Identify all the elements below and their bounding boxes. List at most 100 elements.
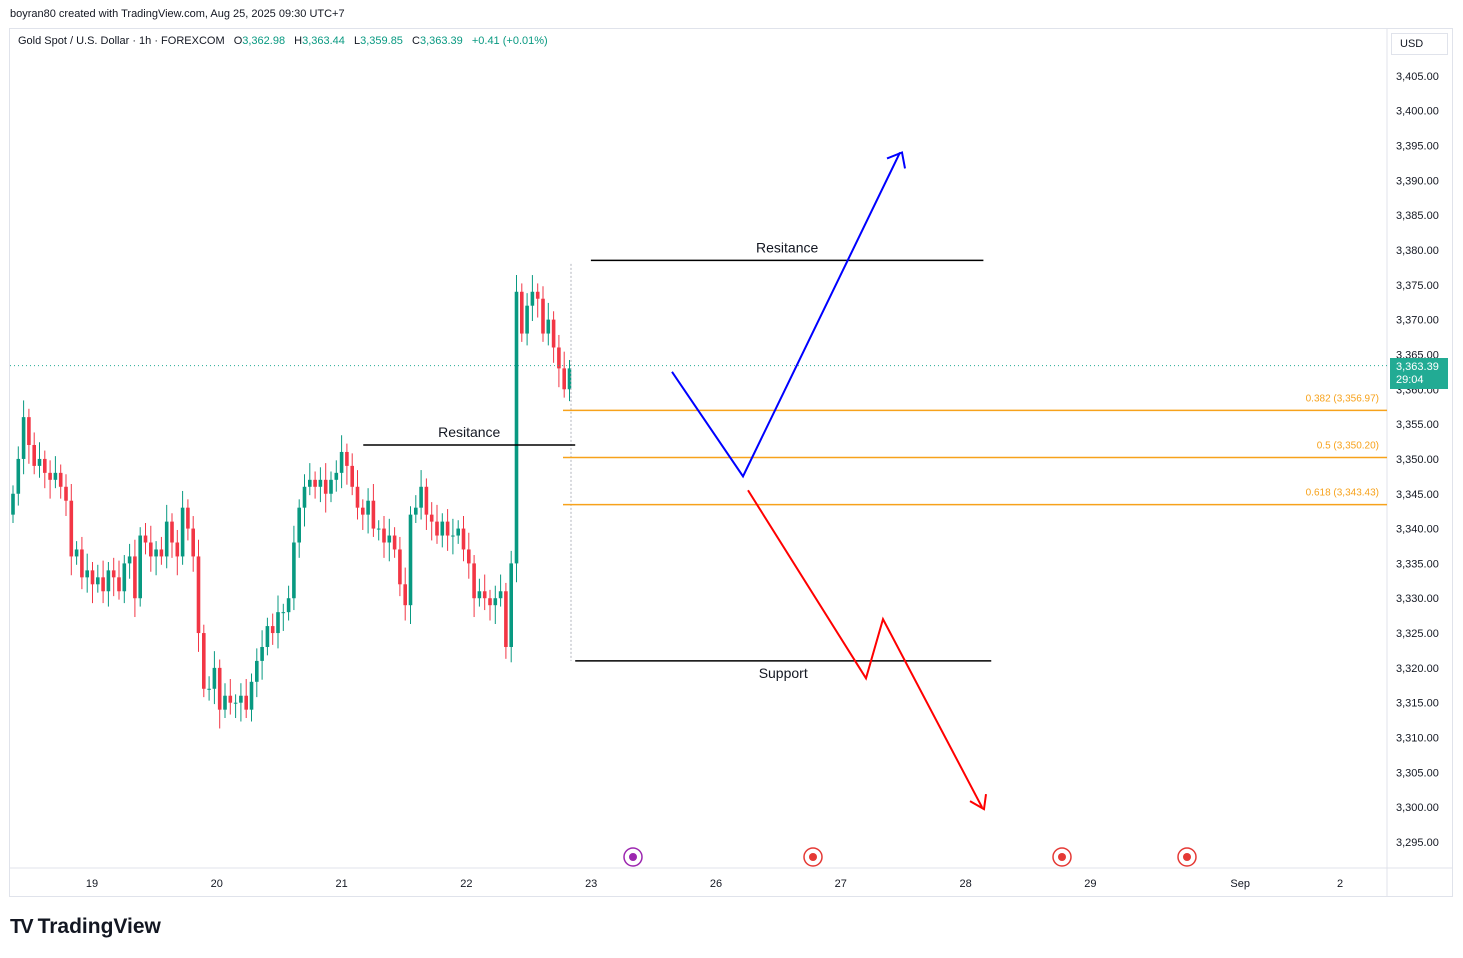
candle-body [546,319,551,334]
tradingview-logo[interactable]: TV TradingView [10,915,161,939]
y-tick-label: 3,350.00 [1396,454,1439,466]
candle-body [323,479,328,494]
candle-body [74,549,79,557]
candle-body [85,570,89,578]
y-tick-label: 3,400.00 [1396,106,1439,118]
bearish-arrowhead [969,794,987,811]
candle-body [265,626,270,647]
candle-body [276,612,280,634]
candle-body [551,319,556,348]
candle-body [186,507,190,529]
candle-body [530,291,535,306]
candle-body [366,500,370,515]
candle-body [355,486,360,508]
candle-body [43,458,47,473]
candle-body [435,521,439,536]
candle-body [339,451,344,473]
candle-body [562,368,566,390]
fib-level-label: 0.382 (3,356.97) [1306,393,1379,404]
y-tick-label: 3,345.00 [1396,489,1439,501]
bullish-scenario-path [671,152,901,479]
event-icon-dot [809,853,817,861]
last-price-value: 3,363.39 [1396,361,1439,373]
candle-body [11,493,15,515]
x-tick-label: 26 [710,878,722,890]
candle-body [106,570,111,592]
y-tick-label: 3,295.00 [1396,837,1439,849]
resistance-label: Resitance [438,424,500,440]
candle-body [207,688,211,690]
fib-level-label: 0.618 (3,343.43) [1306,488,1379,499]
y-tick-label: 3,300.00 [1396,802,1439,814]
x-tick-label: 22 [460,878,472,890]
candle-body [467,549,471,564]
candle-body [361,507,365,515]
y-tick-label: 3,385.00 [1396,210,1439,222]
candle-body [143,535,148,543]
candle-body [159,549,164,557]
candle-body [419,486,423,508]
candle-body [350,465,354,487]
candle-body [233,702,238,704]
candle-body [488,598,492,606]
brand-name: TradingView [37,915,161,938]
y-tick-label: 3,330.00 [1396,593,1439,605]
currency-button[interactable]: USD [1391,33,1448,55]
candle-body [461,528,466,550]
candle-body [477,591,482,599]
candle-body [541,298,545,334]
candle-body [154,549,158,557]
candle-body [90,570,95,585]
event-icon-dot [629,853,637,861]
resistance-label: Resitance [756,239,818,255]
candle-body [451,535,455,537]
low-value: 3,359.85 [360,35,403,47]
y-tick-label: 3,375.00 [1396,280,1439,292]
y-tick-label: 3,380.00 [1396,245,1439,257]
candle-body [164,521,169,557]
y-tick-label: 3,320.00 [1396,663,1439,675]
candle-body [329,479,333,494]
candle-body [138,535,142,599]
candle-body [334,472,339,480]
bullish-arrowhead [886,151,906,169]
candle-body [514,291,519,564]
candle-body [249,681,254,710]
candle-body [149,542,153,557]
candle-body [175,542,180,557]
candle-body [392,535,397,550]
fib-level-label: 0.5 (3,350.20) [1317,441,1379,452]
candle-body [64,486,68,501]
candle-body [345,451,349,466]
candle-body [223,695,227,710]
candle-body [567,368,572,390]
low-label: L [353,35,361,47]
y-tick-label: 3,355.00 [1396,419,1439,431]
candle-body [69,500,74,557]
y-tick-label: 3,325.00 [1396,628,1439,640]
candle-body [255,660,259,682]
candle-body [414,507,418,515]
y-tick-label: 3,335.00 [1396,558,1439,570]
chart-frame [9,28,1453,897]
x-tick-label: 21 [335,878,347,890]
symbol-title: Gold Spot / U.S. Dollar · 1h · FOREXCOM [18,35,225,47]
x-tick-label: 20 [211,878,223,890]
support-label: Support [759,665,808,681]
candle-body [387,535,392,543]
x-tick-label: Sep [1230,878,1250,890]
x-tick-label: 29 [1084,878,1096,890]
candle-body [122,563,127,592]
open-value: 3,362.98 [242,35,286,47]
candle-body [32,444,36,466]
candle-body [297,507,301,543]
x-tick-label: 27 [835,878,847,890]
candle-body [202,633,206,689]
candle-body [244,695,248,710]
candle-body [80,549,84,578]
candle-body [16,458,21,494]
candle-body [217,667,222,710]
candle-body [424,486,429,515]
candle-body [308,479,312,487]
